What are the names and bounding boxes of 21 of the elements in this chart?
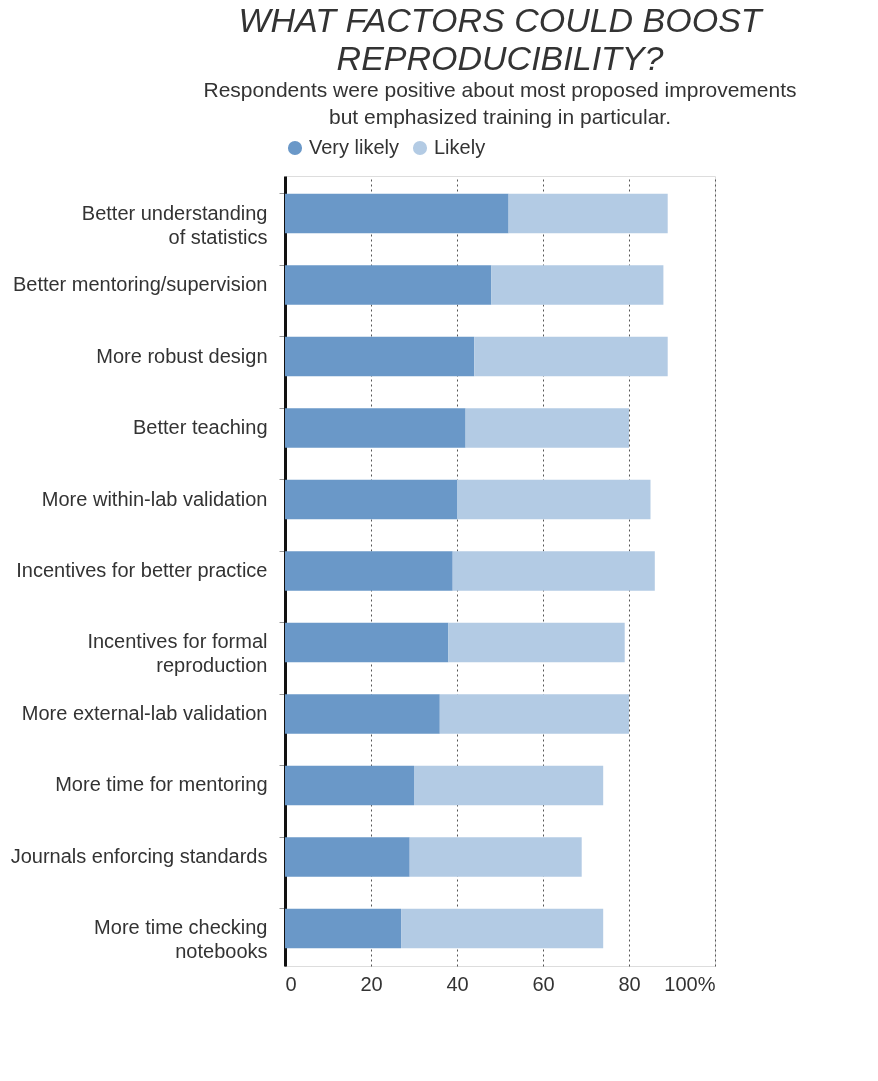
y-tick-label: Incentives for better practice (16, 559, 268, 581)
y-tick-label: Better teaching (132, 416, 268, 439)
y-tick-label: Better understanding of statistics (81, 201, 268, 248)
legend-label: Very likely (309, 136, 400, 158)
y-tick-label: Journals enforcing standards (10, 844, 268, 867)
y-tick-label: More external-lab validation (21, 701, 268, 724)
y-tick-label: More time for mentoring (55, 773, 268, 796)
chart-subtitle: Respondents were positive about most proposed improvements but emphasized training in particular. (203, 78, 797, 128)
x-tick-label: 80 (618, 972, 641, 995)
x-tick-label: 40 (446, 972, 469, 995)
x-tick-label: 60 (532, 972, 555, 995)
legend-label: Likely (434, 136, 486, 158)
y-tick-label: Better mentoring/supervision (12, 273, 268, 296)
x-tick-label: 20 (360, 972, 383, 995)
y-tick-label: More within-lab validation (41, 487, 268, 510)
x-tick-label: 0 (285, 972, 297, 995)
chart-title: WHAT FACTORS COULD BOOST REPRODUCIBILITY? (238, 1, 764, 77)
y-tick-label: More robust design (96, 344, 268, 367)
x-tick-label: 100% (664, 972, 716, 995)
y-tick-label: More time checking notebooks (94, 916, 268, 963)
y-tick-label: Incentives for formal reproduction (87, 630, 268, 677)
